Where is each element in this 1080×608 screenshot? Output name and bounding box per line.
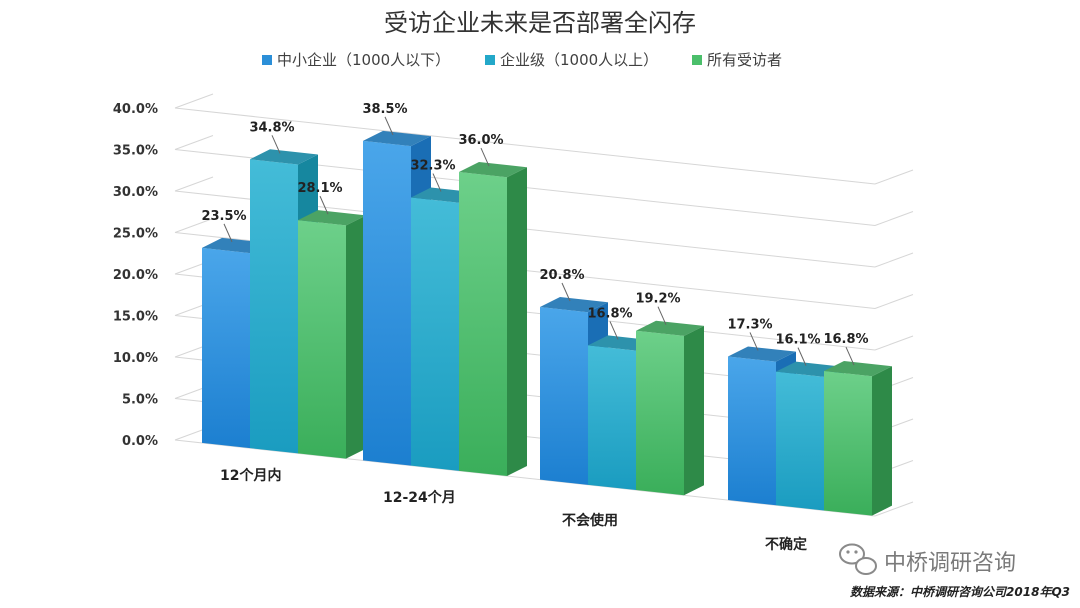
y-tick-label: 10.0% <box>113 351 158 366</box>
data-label-leader <box>432 173 442 192</box>
x-category-label: 12个月内 <box>220 467 281 484</box>
bar-front <box>298 220 346 459</box>
data-label-leader <box>609 321 619 340</box>
data-label: 23.5% <box>201 209 246 224</box>
bar <box>298 210 366 459</box>
bar-front <box>728 356 776 506</box>
y-tick-label: 0.0% <box>122 434 158 449</box>
bar-front <box>540 306 588 485</box>
y-tick-label: 25.0% <box>113 227 158 242</box>
bar-front <box>776 371 824 511</box>
data-label-leader <box>223 223 233 243</box>
source-note: 数据来源：中桥调研咨询公司2018年Q3 <box>850 585 1070 599</box>
bar-side <box>684 325 704 496</box>
bar <box>636 320 704 496</box>
bar-top <box>363 130 431 147</box>
bar-top <box>298 210 366 226</box>
bar-front <box>411 197 459 471</box>
y-tick-label: 20.0% <box>113 268 158 283</box>
y-tick-label: 15.0% <box>113 310 158 325</box>
x-category-label: 不确定 <box>765 536 807 553</box>
data-label-leader <box>657 306 667 325</box>
legend-label-sme: 中小企业（1000人以下） <box>277 51 450 69</box>
gridline-depth <box>874 335 914 351</box>
data-label: 38.5% <box>362 102 407 117</box>
legend-swatch-sme <box>262 55 272 65</box>
data-label: 17.3% <box>727 317 772 332</box>
data-label: 34.8% <box>249 120 294 135</box>
data-label: 19.2% <box>635 292 680 307</box>
gridline-depth <box>174 176 214 192</box>
watermark: 中桥调研咨询 <box>839 543 1016 576</box>
data-label: 16.8% <box>587 306 632 321</box>
data-label-leader <box>797 347 807 366</box>
gridline-depth <box>174 218 214 233</box>
bar-side <box>872 366 892 516</box>
y-tick-label: 35.0% <box>113 144 158 159</box>
bar-top <box>540 296 608 313</box>
bar-top <box>250 149 318 165</box>
data-label: 16.8% <box>823 332 868 347</box>
bar-front <box>588 345 636 491</box>
gridline <box>174 107 876 185</box>
y-tick-label: 5.0% <box>122 393 158 408</box>
data-label-leader <box>271 135 281 154</box>
data-label-leader <box>319 195 329 215</box>
x-category-label: 12-24个月 <box>383 489 456 506</box>
data-label-leader <box>561 282 571 302</box>
data-label-leader <box>480 147 490 167</box>
legend: 中小企业（1000人以下） 企业级（1000人以上） 所有受访者 <box>262 51 782 69</box>
watermark-text: 中桥调研咨询 <box>884 551 1016 576</box>
bar <box>459 162 527 477</box>
gridline-depth <box>874 169 914 185</box>
bar <box>824 361 892 516</box>
data-label: 32.3% <box>410 159 455 174</box>
wechat-icon <box>839 543 877 575</box>
gridline-depth <box>874 252 914 268</box>
bar-front <box>636 330 684 496</box>
gridline-depth <box>174 135 214 150</box>
gridline-depth <box>874 294 914 309</box>
data-label-leader <box>845 346 855 366</box>
bar-side <box>346 215 366 459</box>
data-labels: 23.5% 34.8% 28.1% 38.5% 32.3%36.0% 20.8% 16.8%… <box>201 102 869 366</box>
legend-swatch-enterprise <box>485 55 495 65</box>
bar-front <box>202 247 250 449</box>
data-label: 36.0% <box>458 133 503 148</box>
bar-front <box>250 159 298 454</box>
bars <box>202 130 892 516</box>
bar-top <box>636 320 704 336</box>
x-category-label: 不会使用 <box>562 512 618 529</box>
data-label-leader <box>384 116 394 136</box>
legend-label-all: 所有受访者 <box>707 51 782 69</box>
y-axis: 0.0% 5.0% 10.0% 15.0% 20.0% 25.0% 30.0% 35.0% 40… <box>113 102 158 449</box>
bar-front <box>459 172 507 477</box>
bar-front <box>824 371 872 516</box>
y-tick-label: 40.0% <box>113 102 158 117</box>
data-label: 28.1% <box>297 181 342 196</box>
data-label-leader <box>749 332 759 351</box>
gridline-depth <box>874 211 914 226</box>
legend-swatch-all <box>692 55 702 65</box>
gridline-depth <box>874 501 914 517</box>
bar-side <box>507 167 527 477</box>
bar-front <box>363 140 411 466</box>
data-label: 16.1% <box>775 333 820 348</box>
gridline-depth <box>174 93 214 109</box>
bar-top <box>824 361 892 377</box>
bar-top <box>459 162 527 178</box>
bar-top <box>728 346 796 362</box>
chart-title: 受访企业未来是否部署全闪存 <box>384 9 696 37</box>
data-label: 20.8% <box>539 268 584 283</box>
y-tick-label: 30.0% <box>113 185 158 200</box>
legend-label-enterprise: 企业级（1000人以上） <box>500 51 658 69</box>
